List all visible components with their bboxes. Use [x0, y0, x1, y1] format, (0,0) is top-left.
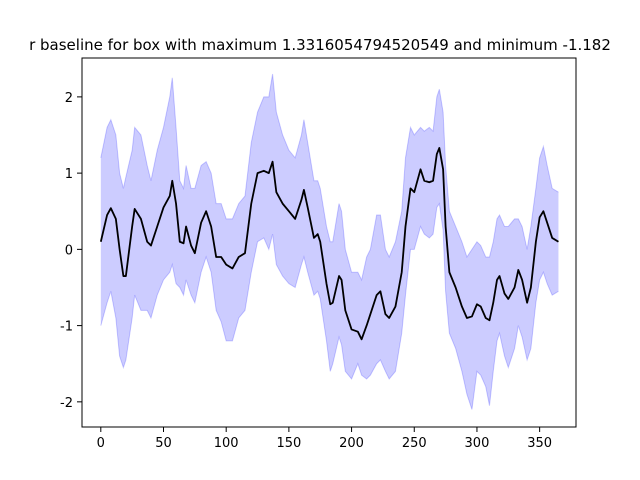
x-tick-label: 50 [155, 436, 172, 451]
y-tick-label: 0 [65, 243, 73, 258]
chart-title: r baseline for box with maximum 1.331605… [29, 36, 611, 54]
y-tick-label: 1 [65, 167, 73, 182]
y-tick-label: -1 [60, 320, 73, 335]
band-lower-edge [100, 202, 559, 410]
x-tick-label: 100 [214, 436, 239, 451]
x-tick-label: 350 [527, 436, 552, 451]
x-tick-label: 0 [97, 436, 105, 451]
x-tick-label: 250 [402, 436, 427, 451]
x-tick-label: 200 [339, 436, 364, 451]
band-upper-edge [100, 73, 559, 282]
x-tick-label: 300 [465, 436, 490, 451]
x-tick-label: 150 [276, 436, 301, 451]
plot-frame [81, 57, 577, 428]
band-area [100, 74, 559, 410]
y-tick-label: 2 [65, 91, 73, 106]
line [99, 147, 559, 341]
y-tick-label: -2 [60, 396, 73, 411]
